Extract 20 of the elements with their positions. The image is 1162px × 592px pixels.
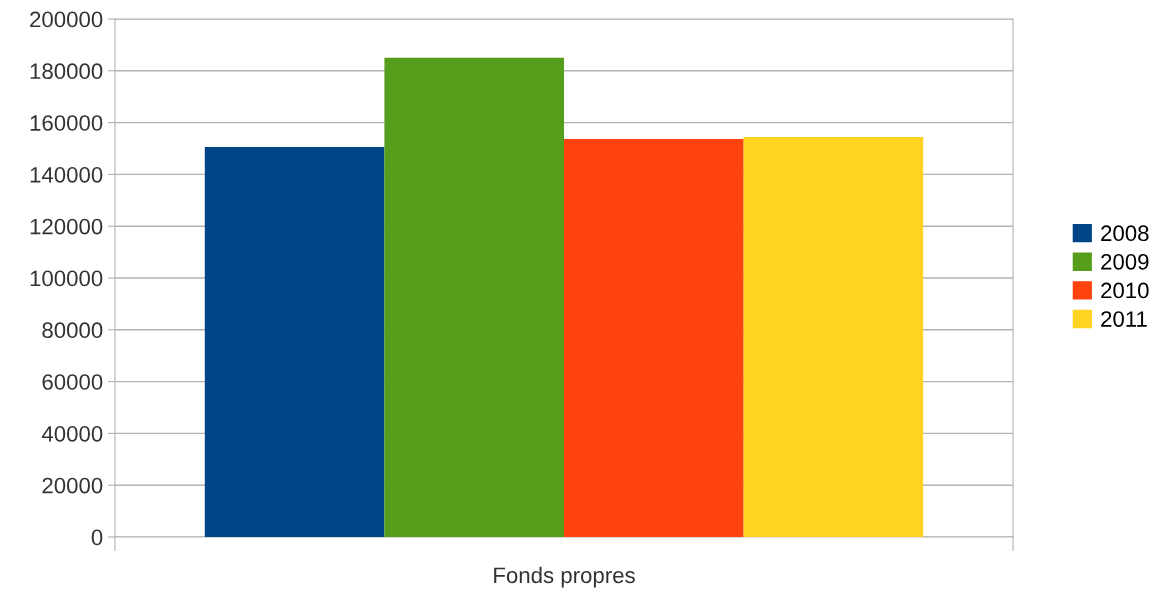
bar	[204, 146, 385, 537]
x-axis-title: Fonds propres	[494, 566, 635, 588]
y-tick-label: 0	[91, 529, 103, 546]
bar	[743, 137, 924, 537]
y-tick-label: 160000	[30, 115, 103, 131]
y-tick-label: 100000	[30, 270, 103, 287]
legend-label: 2009	[1101, 253, 1149, 270]
y-tick-label: 140000	[30, 166, 103, 183]
y-tick-label: 180000	[30, 63, 103, 80]
y-tick-label: 60000	[42, 374, 103, 390]
y-tick-label: 120000	[30, 218, 103, 235]
y-tick-label: 200000	[30, 11, 103, 28]
legend-label: 2008	[1101, 225, 1149, 242]
y-tick-label: 20000	[42, 477, 103, 494]
y-tick-label: 40000	[41, 425, 103, 442]
legend-label: 2010	[1101, 282, 1149, 299]
bar	[564, 138, 744, 537]
legend-label: 2011	[1101, 311, 1147, 327]
bar	[384, 57, 564, 537]
y-tick-label: 80000	[42, 322, 103, 339]
